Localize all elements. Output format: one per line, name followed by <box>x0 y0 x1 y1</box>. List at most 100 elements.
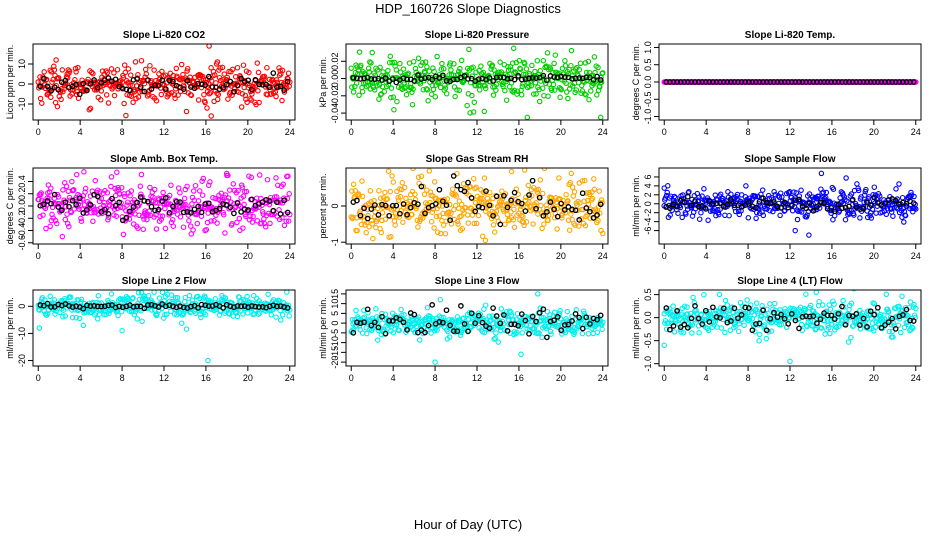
data-point <box>178 320 185 326</box>
reference-point <box>354 75 360 82</box>
data-point <box>171 92 178 98</box>
data-point <box>42 297 48 303</box>
reference-point <box>436 319 443 325</box>
data-point <box>48 94 54 101</box>
reference-point <box>404 76 410 83</box>
data-point <box>390 329 397 336</box>
reference-point <box>728 318 734 324</box>
data-point <box>455 221 461 227</box>
reference-point <box>831 208 838 215</box>
reference-point <box>371 319 378 326</box>
data-point <box>279 67 286 74</box>
data-points <box>348 291 606 365</box>
reference-point <box>885 79 892 85</box>
data-point <box>364 330 370 337</box>
data-point <box>594 92 600 98</box>
data-point <box>896 181 902 187</box>
reference-point <box>281 197 287 204</box>
data-point <box>70 186 77 193</box>
data-point <box>62 216 69 223</box>
reference-point <box>892 79 899 85</box>
data-point <box>243 188 250 195</box>
data-point <box>572 66 579 72</box>
outlier-point <box>524 114 531 120</box>
data-point <box>689 330 695 336</box>
data-point <box>221 71 228 77</box>
data-point <box>103 92 110 98</box>
x-tick-label: 4 <box>78 373 83 383</box>
reference-point <box>713 200 720 207</box>
data-point <box>132 59 139 65</box>
reference-point <box>742 202 749 208</box>
reference-point <box>400 319 407 326</box>
reference-point <box>87 81 94 87</box>
data-point <box>526 83 532 89</box>
reference-point <box>105 75 112 81</box>
reference-point <box>454 328 461 335</box>
data-point <box>226 187 233 193</box>
data-point <box>418 72 425 79</box>
reference-point <box>364 215 371 222</box>
reference-point <box>51 191 58 198</box>
data-point <box>439 217 445 224</box>
reference-point <box>667 326 673 333</box>
data-point <box>499 188 505 194</box>
data-point <box>826 302 833 308</box>
reference-point <box>742 79 749 85</box>
reference-point <box>874 79 881 85</box>
data-point <box>172 295 179 301</box>
data-point <box>403 195 409 202</box>
data-point <box>356 92 362 99</box>
data-point <box>707 313 714 320</box>
reference-point <box>551 74 557 80</box>
x-tick-label: 0 <box>36 373 41 383</box>
data-point <box>214 220 220 226</box>
data-point <box>479 195 485 201</box>
reference-point <box>745 305 752 311</box>
data-point <box>511 87 518 94</box>
reference-point <box>515 73 522 79</box>
reference-point <box>493 193 500 200</box>
x-tick-label: 12 <box>472 373 482 383</box>
data-point <box>369 221 376 227</box>
outlier-point <box>195 97 202 103</box>
reference-point <box>94 303 101 310</box>
data-point <box>234 313 241 320</box>
data-point <box>273 175 279 181</box>
data-point <box>151 186 158 193</box>
data-point <box>572 222 578 228</box>
data-point <box>94 316 101 322</box>
reference-point <box>663 305 670 311</box>
x-tick-label: 16 <box>827 127 837 137</box>
data-point <box>162 225 169 232</box>
data-point <box>557 94 563 101</box>
reference-point <box>767 79 774 85</box>
data-point <box>370 235 376 242</box>
data-point <box>183 108 190 115</box>
data-point <box>446 201 453 208</box>
data-point <box>523 219 530 225</box>
data-point <box>532 80 539 86</box>
data-point <box>469 92 475 99</box>
x-tick-label: 24 <box>598 127 608 137</box>
reference-point <box>486 325 493 332</box>
reference-point <box>771 199 777 205</box>
data-point <box>540 57 547 64</box>
reference-point <box>885 319 892 326</box>
data-point <box>359 193 366 200</box>
data-point <box>511 206 517 213</box>
data-point <box>41 69 47 75</box>
data-point <box>539 225 545 232</box>
reference-point <box>191 85 198 92</box>
data-point <box>388 85 395 91</box>
y-tick-label: 0.0 <box>643 76 653 89</box>
reference-point <box>551 206 557 213</box>
reference-point <box>62 77 69 84</box>
data-point <box>240 225 246 231</box>
panel-title: Slope Line 4 (LT) Flow <box>737 276 843 287</box>
reference-point <box>857 206 863 213</box>
data-point <box>863 186 869 193</box>
x-tick-label: 0 <box>662 251 667 261</box>
data-point <box>714 197 720 203</box>
data-point <box>424 87 431 93</box>
